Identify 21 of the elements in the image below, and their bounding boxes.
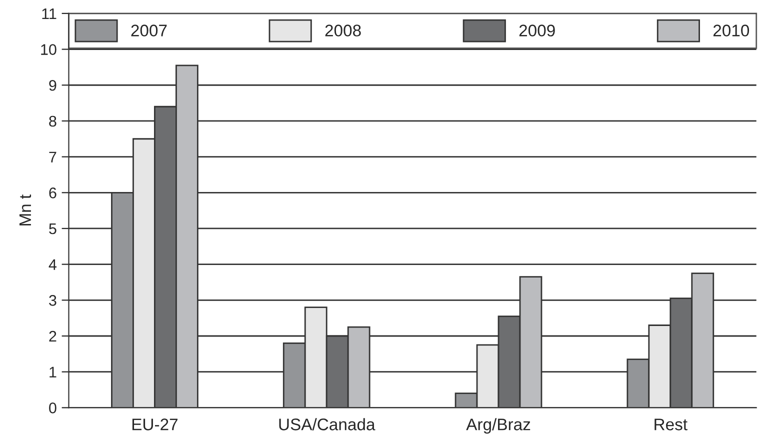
y-tick-label: 10 [41, 44, 56, 55]
x-tick-label: USA/Canada [279, 418, 376, 430]
y-tick-label: 8 [49, 116, 56, 127]
legend-label: 2010 [713, 24, 750, 36]
y-tick-label: 6 [49, 188, 56, 198]
x-tick-label: Arg/Braz [466, 418, 530, 434]
y-tick-label: 0 [49, 402, 56, 414]
y-tick-label: 4 [48, 259, 57, 270]
y-tick-label: 3 [49, 295, 56, 306]
x-tick-label: EU-27 [132, 418, 178, 430]
legend-label: 2009 [519, 24, 555, 36]
y-tick-label: 9 [49, 80, 56, 91]
x-tick-label: Rest [654, 418, 688, 430]
y-axis-title: Mn t [19, 194, 32, 226]
y-tick-label: 7 [49, 152, 56, 162]
y-tick-label: 2 [49, 330, 56, 342]
legend-label: 2007 [131, 24, 167, 36]
y-tick-label: 1 [50, 366, 56, 378]
y-tick-label: 11 [42, 8, 56, 19]
legend-label: 2008 [325, 24, 361, 36]
y-tick-label: 5 [49, 224, 56, 234]
